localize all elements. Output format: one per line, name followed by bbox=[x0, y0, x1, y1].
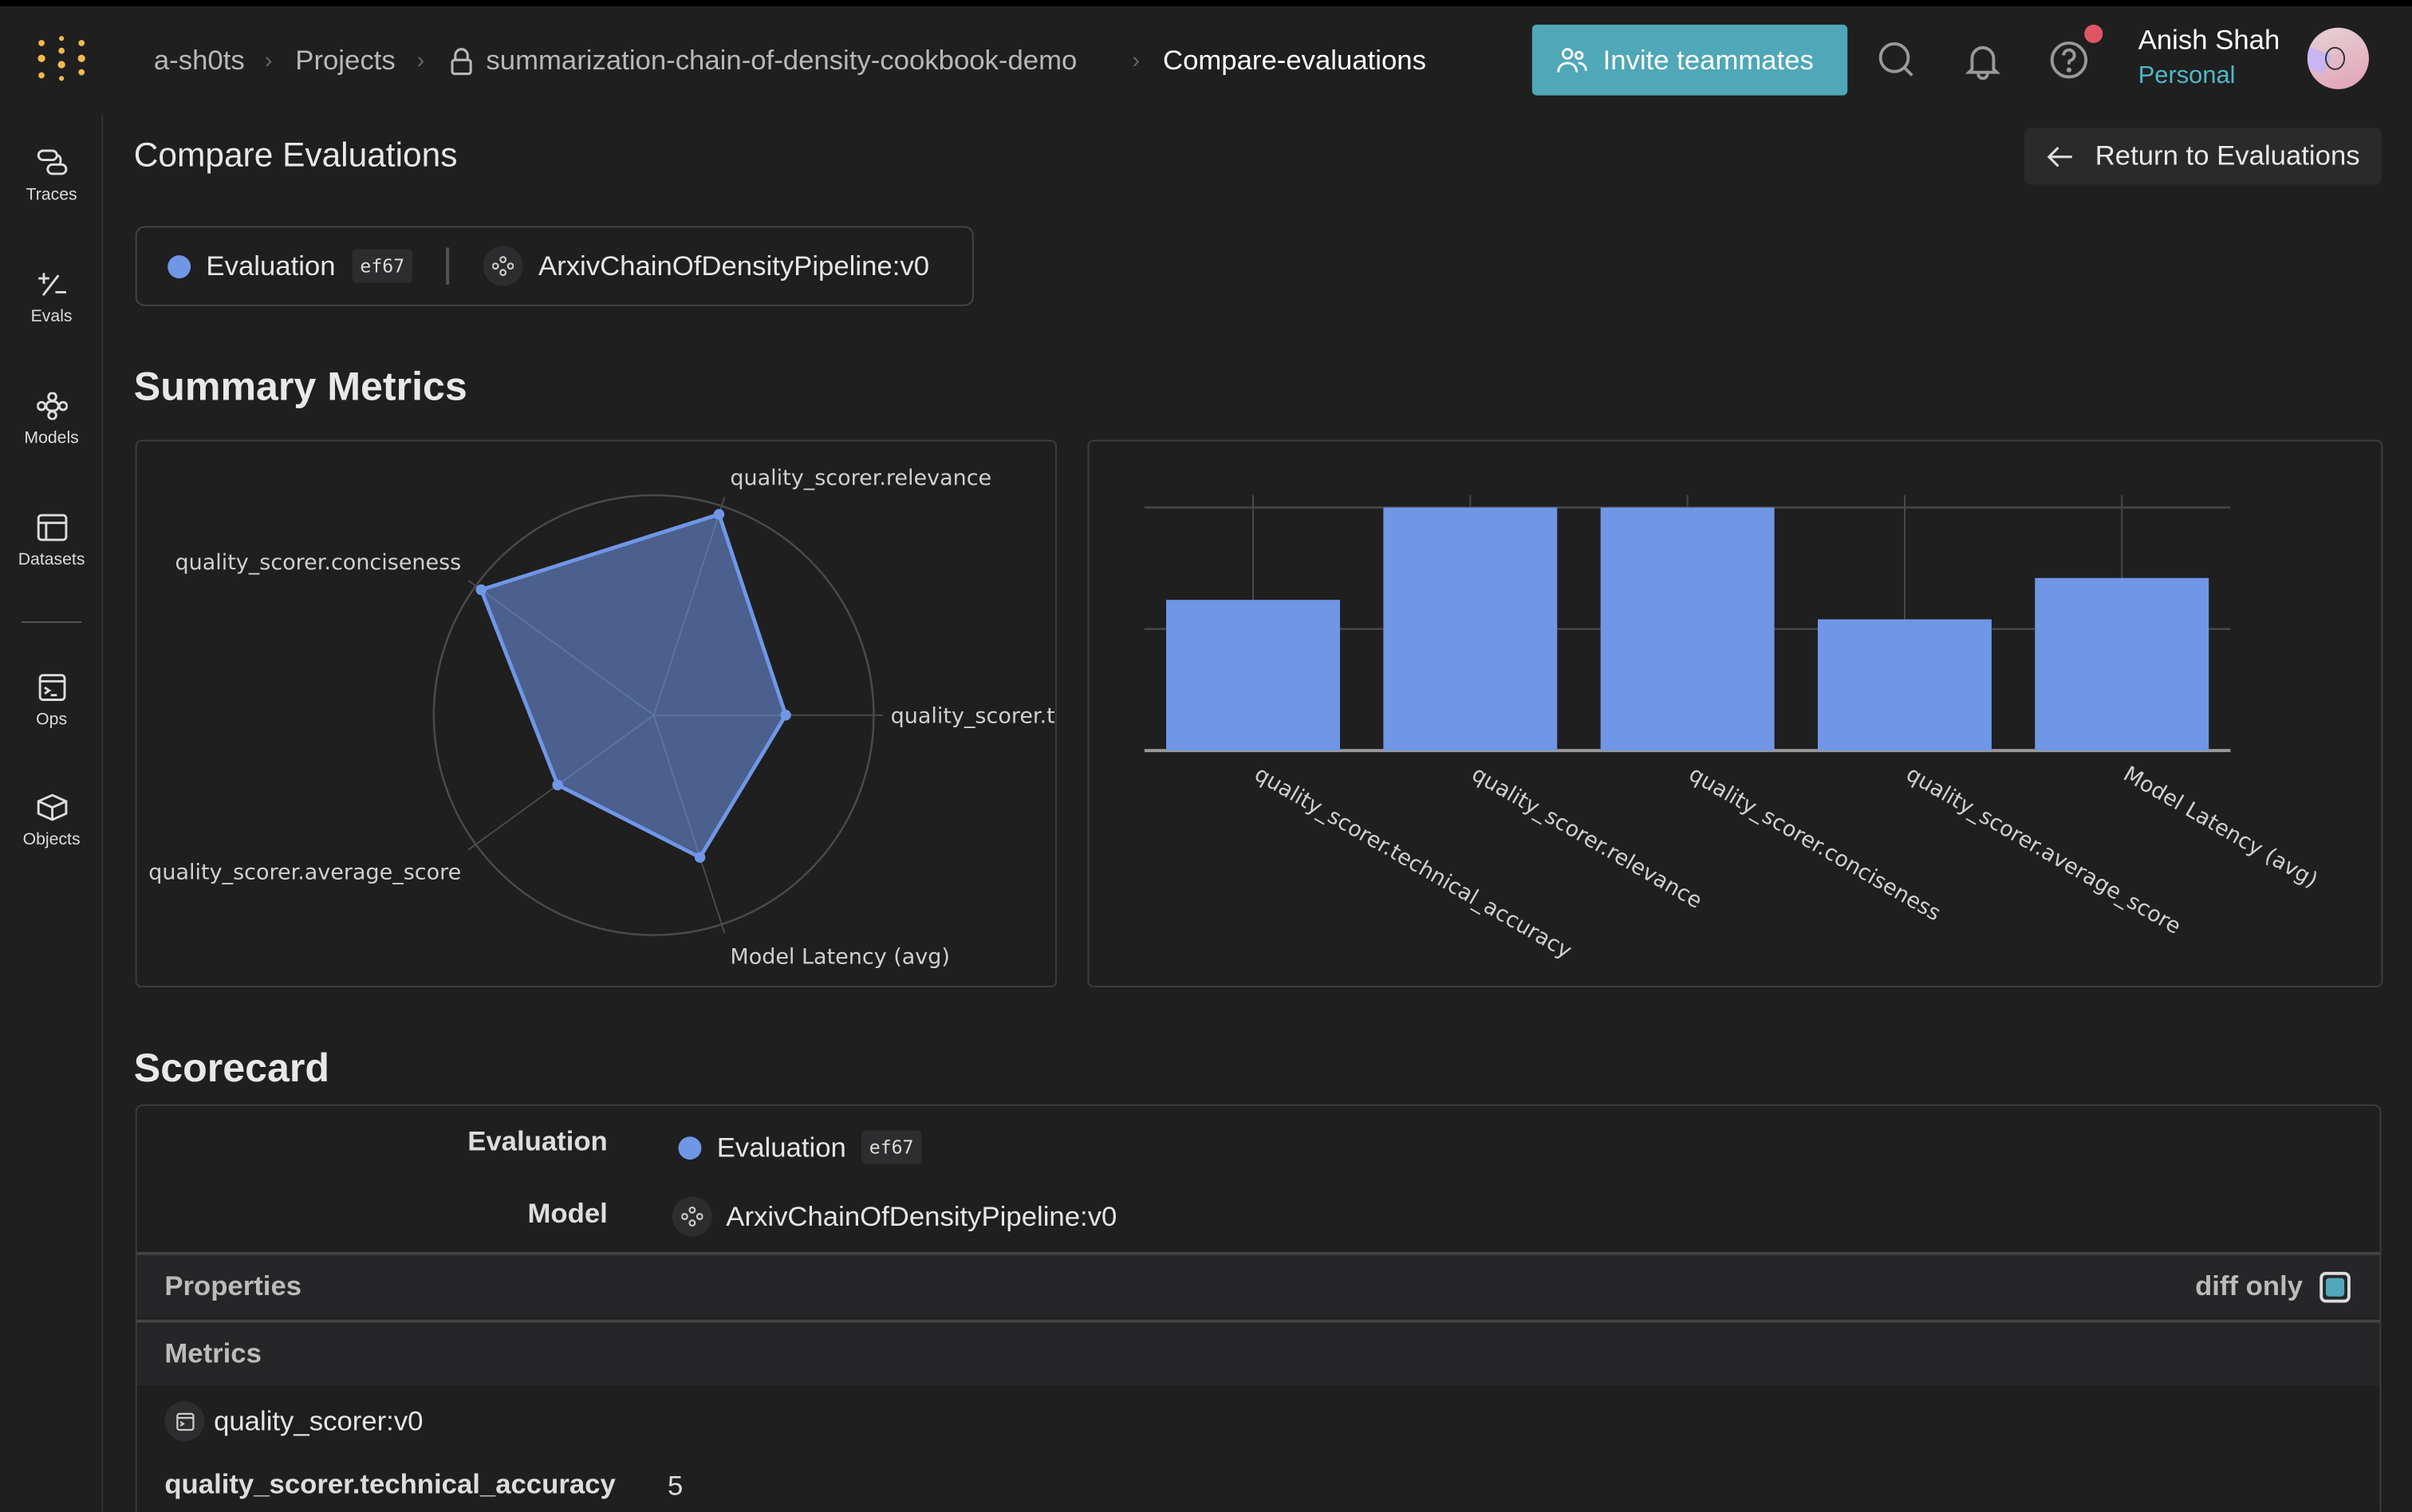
return-label: Return to Evaluations bbox=[2095, 140, 2360, 171]
sidebar-label: Models bbox=[24, 429, 79, 448]
radar-point bbox=[713, 509, 725, 520]
lock-icon bbox=[449, 46, 474, 85]
breadcrumb-current: Compare-evaluations bbox=[1162, 44, 1426, 76]
datasets-icon bbox=[36, 514, 67, 541]
bar-chart-panel: quality_scorer.technical_accuracy quality… bbox=[1087, 439, 2383, 988]
breadcrumb-entity[interactable]: a-sh0ts bbox=[153, 44, 245, 76]
scorecard-heading: Scorecard bbox=[133, 1044, 330, 1091]
metrics-label: Metrics bbox=[164, 1337, 262, 1369]
evaluation-row-label: Evaluation bbox=[467, 1125, 608, 1157]
sidebar-label: Objects bbox=[22, 830, 81, 849]
breadcrumb-separator: › bbox=[416, 47, 425, 74]
bar bbox=[1166, 600, 1340, 751]
model-icon bbox=[483, 246, 523, 286]
help-icon[interactable] bbox=[2049, 40, 2089, 80]
evaluation-id-badge: ef67 bbox=[352, 249, 412, 283]
bar bbox=[1817, 619, 1992, 751]
scorecard-table: Evaluation Evaluation ef67 Model ArxivCh… bbox=[135, 1104, 2382, 1512]
scorer-chip[interactable]: quality_scorer:v0 bbox=[164, 1400, 424, 1442]
radar-axis-label: quality_scorer.conciseness bbox=[175, 550, 461, 575]
sidebar-item-datasets[interactable]: Datasets bbox=[0, 514, 103, 569]
bell-icon[interactable] bbox=[1963, 40, 2003, 81]
breadcrumb-project[interactable]: summarization-chain-of-density-cookbook-… bbox=[486, 44, 1078, 76]
chip-divider bbox=[446, 247, 450, 285]
evaluation-name: Evaluation bbox=[716, 1131, 846, 1163]
radar-chart-panel: quality_scorer.t quality_scorer.relevance… bbox=[135, 439, 1057, 988]
metric-name: quality_scorer.technical_accuracy bbox=[164, 1468, 616, 1500]
cube-icon bbox=[36, 793, 67, 821]
summary-metrics-heading: Summary Metrics bbox=[133, 363, 467, 409]
diff-only-label: diff only bbox=[2195, 1270, 2304, 1301]
evaluation-selector[interactable]: Evaluation ef67 ArxivChainOfDensityPipel… bbox=[135, 226, 974, 306]
ops-terminal-icon bbox=[37, 674, 65, 701]
weave-logo-icon[interactable] bbox=[37, 33, 86, 83]
model-icon bbox=[672, 1196, 712, 1237]
metric-value: 5 bbox=[667, 1470, 684, 1502]
sidebar-divider bbox=[21, 621, 82, 624]
sidebar-item-objects[interactable]: Objects bbox=[0, 793, 103, 849]
bar-category-label: quality_scorer.relevance bbox=[1468, 762, 1706, 914]
properties-label: Properties bbox=[164, 1270, 302, 1301]
plus-minus-icon bbox=[37, 273, 65, 297]
radar-point bbox=[475, 584, 487, 596]
invite-label: Invite teammates bbox=[1602, 43, 1814, 75]
evaluation-id-badge: ef67 bbox=[861, 1130, 922, 1164]
scorecard-model-chip[interactable]: ArxivChainOfDensityPipeline:v0 bbox=[672, 1196, 1117, 1237]
traces-icon bbox=[36, 149, 67, 175]
radar-axis-label: quality_scorer.average_score bbox=[148, 860, 461, 885]
bar bbox=[1383, 507, 1558, 751]
model-name: ArxivChainOfDensityPipeline:v0 bbox=[726, 1200, 1117, 1231]
sidebar-label: Ops bbox=[36, 710, 68, 730]
sidebar: Traces Evals Models Datasets Ops Objects bbox=[0, 115, 104, 1512]
bar-chart: quality_scorer.technical_accuracyquality… bbox=[1144, 494, 2322, 964]
radar-chart: quality_scorer.t quality_scorer.relevance… bbox=[148, 466, 1055, 969]
models-icon bbox=[36, 392, 67, 420]
bar-category-label: Model Latency (avg) bbox=[2119, 762, 2322, 893]
users-icon bbox=[1557, 48, 1587, 73]
user-name[interactable]: Anish Shah bbox=[2138, 24, 2280, 56]
diff-only-checkbox[interactable] bbox=[2319, 1271, 2351, 1303]
top-strip bbox=[0, 0, 2412, 6]
sidebar-item-traces[interactable]: Traces bbox=[0, 149, 103, 204]
evaluation-name[interactable]: Evaluation bbox=[206, 250, 336, 281]
sidebar-item-models[interactable]: Models bbox=[0, 392, 103, 447]
breadcrumb-separator: › bbox=[1132, 47, 1141, 74]
radar-series-area bbox=[479, 511, 788, 860]
metrics-section-header[interactable]: Metrics bbox=[136, 1319, 2380, 1386]
breadcrumb-separator: › bbox=[264, 47, 273, 74]
radar-point bbox=[780, 710, 791, 721]
model-name[interactable]: ArxivChainOfDensityPipeline:v0 bbox=[538, 250, 930, 281]
evaluation-color-dot bbox=[678, 1136, 702, 1160]
scorer-op-icon bbox=[164, 1400, 205, 1442]
sidebar-item-ops[interactable]: Ops bbox=[0, 674, 103, 729]
user-account[interactable]: Personal bbox=[2138, 63, 2236, 89]
sidebar-item-evals[interactable]: Evals bbox=[0, 270, 103, 326]
bar bbox=[2035, 577, 2209, 751]
radar-axis-label: quality_scorer.relevance bbox=[730, 466, 991, 490]
radar-axis-label: quality_scorer.t bbox=[891, 703, 1055, 728]
search-icon[interactable] bbox=[1877, 40, 1917, 80]
properties-section-header[interactable]: Properties diff only bbox=[136, 1251, 2380, 1318]
return-to-evaluations-button[interactable]: Return to Evaluations bbox=[2024, 128, 2382, 185]
arrow-left-icon bbox=[2047, 146, 2072, 167]
sidebar-label: Datasets bbox=[18, 550, 85, 569]
radar-point bbox=[694, 852, 706, 863]
radar-point bbox=[552, 779, 563, 791]
avatar[interactable] bbox=[2307, 27, 2369, 89]
notification-dot bbox=[2084, 24, 2103, 43]
evaluation-color-dot bbox=[168, 254, 191, 278]
scorer-name: quality_scorer:v0 bbox=[214, 1404, 424, 1436]
bar-category-label: quality_scorer.conciseness bbox=[1685, 762, 1945, 926]
model-row-label: Model bbox=[527, 1198, 608, 1229]
bar bbox=[1600, 507, 1775, 751]
sidebar-label: Traces bbox=[26, 186, 77, 205]
radar-axis-label: Model Latency (avg) bbox=[730, 944, 950, 969]
sidebar-label: Evals bbox=[30, 307, 73, 326]
breadcrumb-projects[interactable]: Projects bbox=[295, 44, 396, 76]
invite-teammates-button[interactable]: Invite teammates bbox=[1531, 24, 1848, 96]
scorecard-evaluation-chip[interactable]: Evaluation ef67 bbox=[678, 1130, 922, 1164]
page-title: Compare Evaluations bbox=[133, 135, 458, 174]
